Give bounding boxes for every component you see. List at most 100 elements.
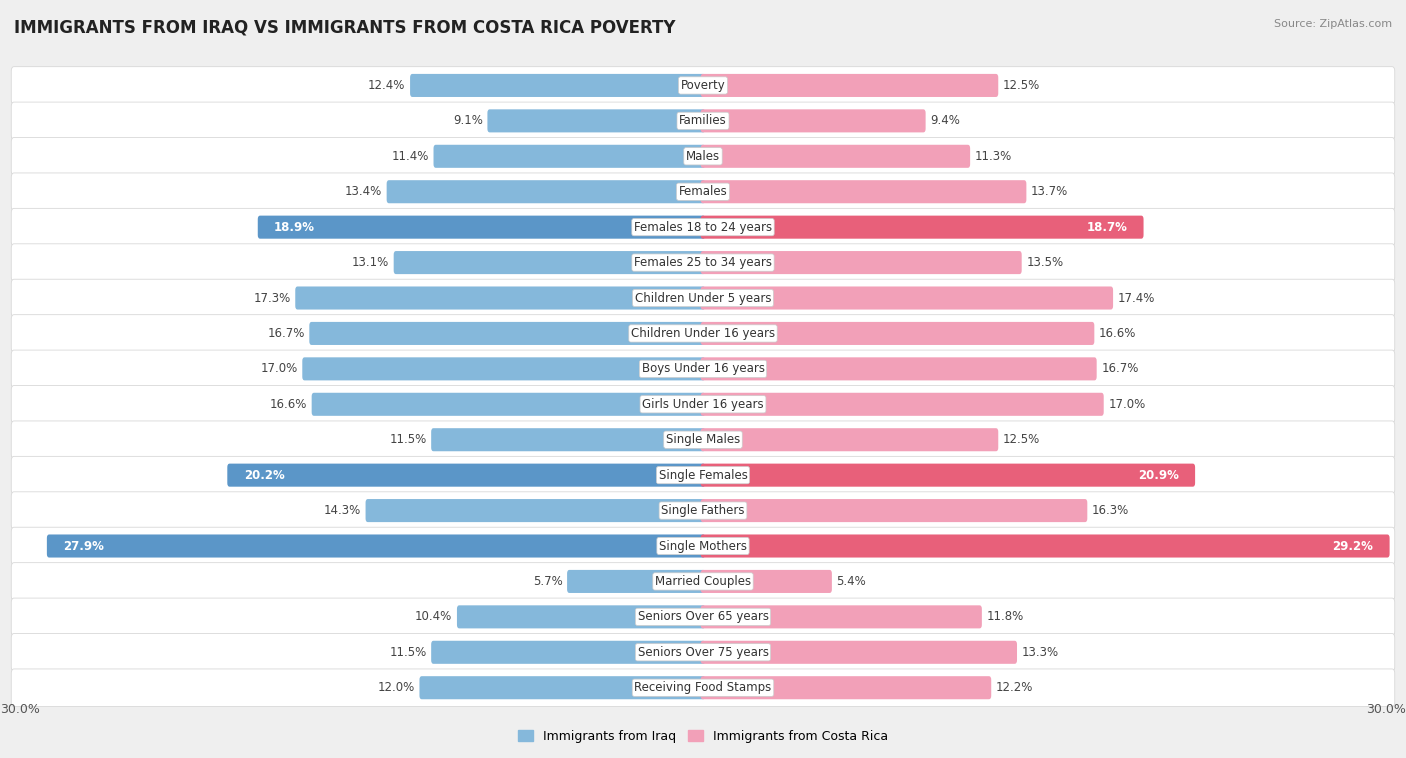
FancyBboxPatch shape <box>419 676 706 699</box>
Text: 9.4%: 9.4% <box>931 114 960 127</box>
Text: 11.3%: 11.3% <box>974 150 1012 163</box>
FancyBboxPatch shape <box>11 421 1395 459</box>
Text: 13.4%: 13.4% <box>344 185 382 199</box>
Text: 16.6%: 16.6% <box>270 398 307 411</box>
FancyBboxPatch shape <box>700 464 1195 487</box>
FancyBboxPatch shape <box>432 428 706 451</box>
FancyBboxPatch shape <box>11 173 1395 211</box>
FancyBboxPatch shape <box>366 499 706 522</box>
Text: Poverty: Poverty <box>681 79 725 92</box>
Text: 16.7%: 16.7% <box>1101 362 1139 375</box>
FancyBboxPatch shape <box>11 315 1395 352</box>
Text: 13.3%: 13.3% <box>1022 646 1059 659</box>
FancyBboxPatch shape <box>11 456 1395 494</box>
FancyBboxPatch shape <box>11 244 1395 281</box>
FancyBboxPatch shape <box>700 322 1094 345</box>
FancyBboxPatch shape <box>700 499 1087 522</box>
FancyBboxPatch shape <box>700 676 991 699</box>
FancyBboxPatch shape <box>312 393 706 416</box>
FancyBboxPatch shape <box>700 606 981 628</box>
FancyBboxPatch shape <box>11 562 1395 600</box>
Text: IMMIGRANTS FROM IRAQ VS IMMIGRANTS FROM COSTA RICA POVERTY: IMMIGRANTS FROM IRAQ VS IMMIGRANTS FROM … <box>14 19 675 37</box>
FancyBboxPatch shape <box>432 641 706 664</box>
Text: 13.7%: 13.7% <box>1031 185 1069 199</box>
FancyBboxPatch shape <box>700 109 925 133</box>
FancyBboxPatch shape <box>433 145 706 168</box>
FancyBboxPatch shape <box>257 215 706 239</box>
FancyBboxPatch shape <box>700 215 1143 239</box>
Text: 20.2%: 20.2% <box>243 468 284 481</box>
FancyBboxPatch shape <box>11 350 1395 387</box>
FancyBboxPatch shape <box>700 570 832 593</box>
Text: Source: ZipAtlas.com: Source: ZipAtlas.com <box>1274 19 1392 29</box>
Text: 12.2%: 12.2% <box>995 681 1033 694</box>
Text: 5.4%: 5.4% <box>837 575 866 588</box>
FancyBboxPatch shape <box>11 208 1395 246</box>
Text: 12.5%: 12.5% <box>1002 79 1040 92</box>
Text: 12.0%: 12.0% <box>378 681 415 694</box>
FancyBboxPatch shape <box>11 492 1395 529</box>
Text: 20.9%: 20.9% <box>1137 468 1178 481</box>
Text: 11.5%: 11.5% <box>389 434 426 446</box>
FancyBboxPatch shape <box>11 598 1395 636</box>
Text: Single Fathers: Single Fathers <box>661 504 745 517</box>
Text: 17.4%: 17.4% <box>1118 292 1156 305</box>
FancyBboxPatch shape <box>46 534 706 558</box>
Text: 17.3%: 17.3% <box>253 292 291 305</box>
FancyBboxPatch shape <box>700 287 1114 309</box>
Text: 14.3%: 14.3% <box>323 504 361 517</box>
FancyBboxPatch shape <box>457 606 706 628</box>
Text: 27.9%: 27.9% <box>63 540 104 553</box>
FancyBboxPatch shape <box>11 279 1395 317</box>
FancyBboxPatch shape <box>11 634 1395 671</box>
FancyBboxPatch shape <box>488 109 706 133</box>
Text: 16.7%: 16.7% <box>267 327 305 340</box>
Text: Children Under 16 years: Children Under 16 years <box>631 327 775 340</box>
Text: 17.0%: 17.0% <box>1108 398 1146 411</box>
FancyBboxPatch shape <box>295 287 706 309</box>
Text: Seniors Over 65 years: Seniors Over 65 years <box>637 610 769 623</box>
FancyBboxPatch shape <box>387 180 706 203</box>
FancyBboxPatch shape <box>11 669 1395 706</box>
Text: 12.5%: 12.5% <box>1002 434 1040 446</box>
Text: 17.0%: 17.0% <box>260 362 298 375</box>
Text: 13.5%: 13.5% <box>1026 256 1063 269</box>
Text: Single Males: Single Males <box>666 434 740 446</box>
FancyBboxPatch shape <box>700 534 1389 558</box>
FancyBboxPatch shape <box>700 393 1104 416</box>
Text: 18.7%: 18.7% <box>1087 221 1128 233</box>
Text: Seniors Over 75 years: Seniors Over 75 years <box>637 646 769 659</box>
Text: 12.4%: 12.4% <box>368 79 405 92</box>
FancyBboxPatch shape <box>700 145 970 168</box>
Text: 16.3%: 16.3% <box>1092 504 1129 517</box>
Text: Boys Under 16 years: Boys Under 16 years <box>641 362 765 375</box>
FancyBboxPatch shape <box>700 428 998 451</box>
Text: 29.2%: 29.2% <box>1333 540 1374 553</box>
Text: Families: Families <box>679 114 727 127</box>
FancyBboxPatch shape <box>394 251 706 274</box>
Text: Girls Under 16 years: Girls Under 16 years <box>643 398 763 411</box>
Text: 18.9%: 18.9% <box>274 221 315 233</box>
Text: Children Under 5 years: Children Under 5 years <box>634 292 772 305</box>
FancyBboxPatch shape <box>411 74 706 97</box>
Text: 16.6%: 16.6% <box>1099 327 1136 340</box>
Text: 11.4%: 11.4% <box>391 150 429 163</box>
FancyBboxPatch shape <box>11 67 1395 104</box>
FancyBboxPatch shape <box>700 251 1022 274</box>
FancyBboxPatch shape <box>700 180 1026 203</box>
Legend: Immigrants from Iraq, Immigrants from Costa Rica: Immigrants from Iraq, Immigrants from Co… <box>513 725 893 748</box>
Text: Married Couples: Married Couples <box>655 575 751 588</box>
Text: 5.7%: 5.7% <box>533 575 562 588</box>
FancyBboxPatch shape <box>11 102 1395 139</box>
FancyBboxPatch shape <box>228 464 706 487</box>
FancyBboxPatch shape <box>11 528 1395 565</box>
FancyBboxPatch shape <box>700 74 998 97</box>
Text: 11.5%: 11.5% <box>389 646 426 659</box>
Text: Single Females: Single Females <box>658 468 748 481</box>
Text: 30.0%: 30.0% <box>1367 703 1406 716</box>
FancyBboxPatch shape <box>700 641 1017 664</box>
Text: 30.0%: 30.0% <box>0 703 39 716</box>
FancyBboxPatch shape <box>567 570 706 593</box>
Text: 10.4%: 10.4% <box>415 610 453 623</box>
FancyBboxPatch shape <box>11 386 1395 423</box>
